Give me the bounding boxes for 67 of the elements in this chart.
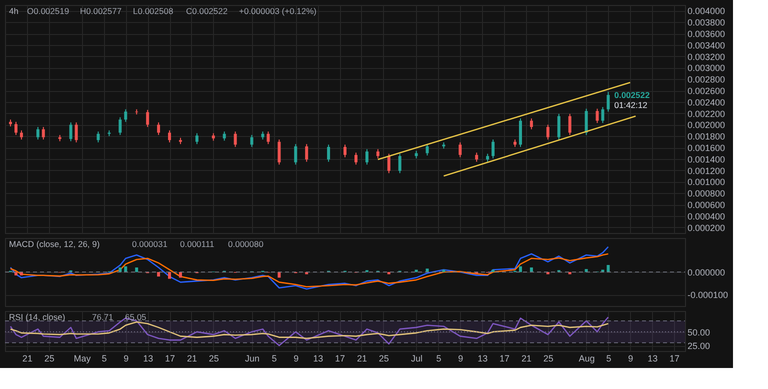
x-tick-label: 5 [436, 354, 442, 364]
x-tick-label: 13 [478, 354, 488, 364]
annotation: +0.000003 (+0.12%) [239, 6, 317, 16]
y-tick-label: 0.003800 [688, 18, 726, 28]
y-tick-label: 0.000800 [688, 188, 726, 199]
y-tick-label: 0.001000 [688, 177, 726, 188]
annotation: 01:42:12 [614, 100, 648, 110]
y-tick-label: -0.000100 [688, 290, 728, 300]
x-tick-label: 21 [521, 354, 532, 364]
x-tick-label: 9 [294, 354, 299, 364]
chart-title: MACD (close, 12, 26, 9) [9, 239, 100, 249]
x-tick-label: 21 [186, 354, 197, 364]
y-tick-label: 0.004000 [688, 6, 726, 16]
x-tick-label: 5 [102, 354, 107, 364]
chart-title: 4h [9, 6, 19, 16]
annotation: 0.000031 [132, 239, 168, 249]
x-tick-label: 17 [670, 354, 680, 364]
x-tick-label: 5 [272, 354, 277, 364]
annotation: 76.71 [92, 312, 114, 322]
y-tick-label: 0.003000 [688, 63, 726, 74]
x-tick-label: 9 [458, 354, 464, 364]
x-tick-label: Aug [578, 354, 595, 364]
x-tick-label: 9 [124, 354, 129, 364]
y-tick-label: 0.001600 [688, 143, 726, 153]
annotation: O0.002519 [27, 6, 70, 16]
annotation: H0.002577 [80, 6, 122, 16]
annotation: 0.000080 [228, 239, 264, 249]
annotation: L0.002508 [133, 6, 174, 16]
x-tick-label: Jun [245, 354, 260, 364]
y-tick-label: 0.000600 [688, 200, 726, 210]
y-tick-label: 0.002200 [688, 108, 726, 119]
x-tick-label: 17 [165, 354, 176, 364]
x-tick-label: 25 [543, 354, 554, 364]
y-tick-label: 0.002400 [688, 97, 726, 108]
y-tick-label: 0.000000 [688, 268, 726, 278]
y-tick-label: 0.003400 [688, 40, 726, 50]
x-tick-label: 9 [628, 354, 634, 364]
y-tick-label: 0.002800 [688, 74, 726, 85]
y-tick-label: 0.002000 [688, 120, 726, 130]
x-tick-label: 25 [44, 354, 54, 364]
y-tick-label: 0.001800 [688, 132, 726, 142]
y-tick-label: 0.000400 [688, 211, 726, 222]
annotation: 0.002522 [614, 90, 650, 100]
annotation: 65.05 [125, 312, 147, 322]
y-tick-label: 0.003200 [688, 52, 726, 62]
y-tick-label: 0.001200 [688, 166, 726, 176]
y-tick-label: 0.002600 [688, 86, 726, 96]
x-tick-label: 17 [500, 354, 510, 364]
x-tick-label: 25 [378, 354, 389, 364]
x-tick-label: 13 [313, 354, 324, 364]
x-tick-label: 17 [335, 354, 346, 364]
y-tick-label: 0.001400 [688, 154, 726, 164]
x-tick-label: 21 [22, 354, 32, 364]
x-tick-label: 21 [356, 354, 367, 364]
annotation: C0.002522 [186, 6, 228, 16]
chart-title: RSI (14, close) [9, 312, 66, 322]
x-tick-label: 13 [648, 354, 658, 364]
x-tick-label: 25 [208, 354, 219, 364]
x-tick-label: 13 [143, 354, 154, 364]
y-tick-label: 0.000200 [688, 222, 726, 233]
x-tick-label: 5 [606, 354, 612, 364]
y-tick-label: 25.00 [688, 341, 710, 352]
x-tick-label: May [74, 354, 92, 364]
y-tick-label: 0.003600 [688, 29, 726, 39]
y-tick-label: 50.00 [688, 327, 710, 338]
annotation: 0.000111 [180, 239, 214, 249]
x-tick-label: Jul [411, 354, 423, 364]
